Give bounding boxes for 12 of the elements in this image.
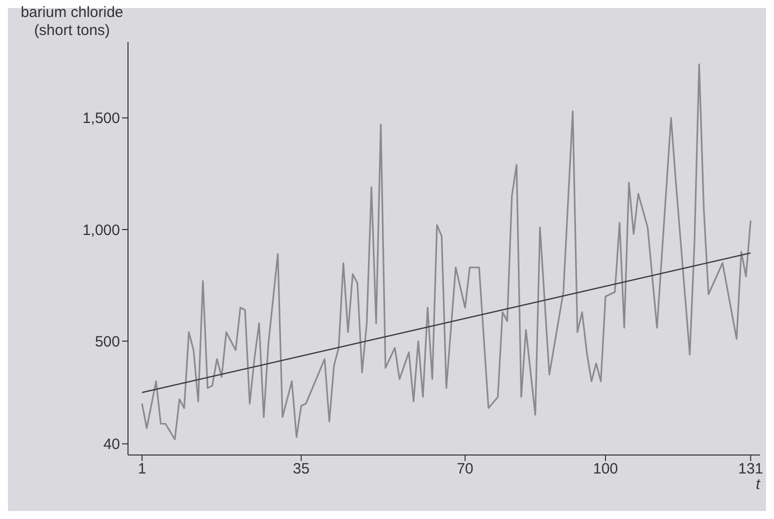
y-axis-title: barium chloride (short tons) xyxy=(20,4,124,40)
y-tick-label: 500 xyxy=(94,333,120,350)
x-tick-label: 35 xyxy=(292,460,310,478)
x-tick-label: 100 xyxy=(592,460,618,478)
y-tick-label: 1,500 xyxy=(82,110,120,128)
x-tick-label: 70 xyxy=(456,460,474,478)
y-tick-label: 1,000 xyxy=(82,222,120,239)
x-axis-title: t xyxy=(756,476,760,493)
y-tick-label: 40 xyxy=(103,436,120,454)
x-tick-label: 131 xyxy=(738,460,764,478)
x-tick-label: 1 xyxy=(138,460,146,478)
line-series xyxy=(141,64,752,440)
